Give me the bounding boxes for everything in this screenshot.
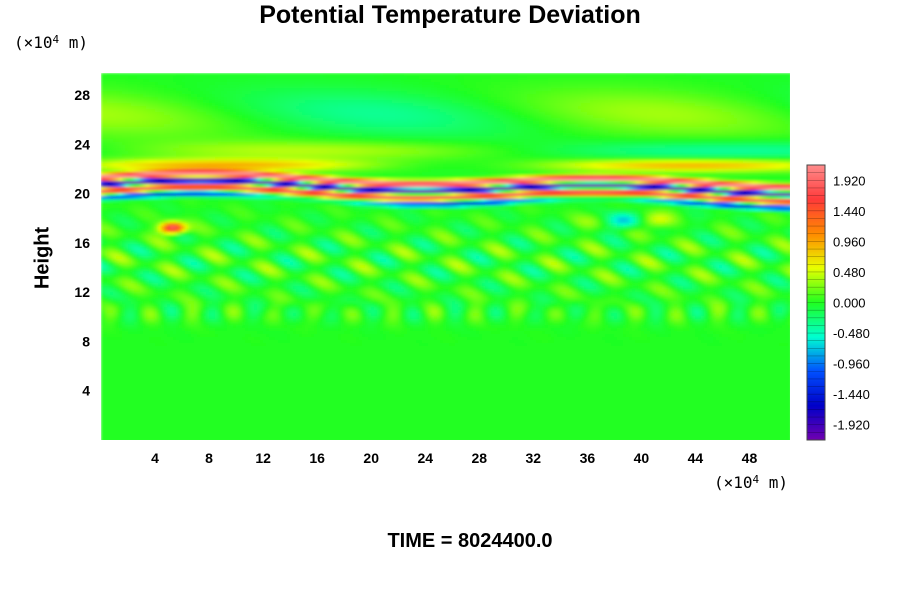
colorbar-tick-label: -1.440 xyxy=(833,387,870,402)
x-tick-label: 32 xyxy=(526,450,542,466)
x-tick-label: 44 xyxy=(688,450,704,466)
x-tick-label: 48 xyxy=(742,450,758,466)
chart-title: Potential Temperature Deviation xyxy=(0,0,900,30)
colorbar-tick-label: 1.440 xyxy=(833,204,866,219)
y-tick-label: 16 xyxy=(74,235,90,251)
x-tick-label: 12 xyxy=(255,450,271,466)
x-tick-label: 40 xyxy=(634,450,650,466)
y-tick-label: 4 xyxy=(82,383,90,399)
y-tick-label: 20 xyxy=(74,186,90,202)
y-tick-label: 28 xyxy=(74,87,90,103)
colorbar-frame xyxy=(806,164,826,441)
x-tick-label: 4 xyxy=(151,450,159,466)
colorbar: 1.920 1.440 0.960 0.480 0.000 -0.480 -0.960 -1.… xyxy=(806,164,870,441)
colorbar-tick-label: 0.960 xyxy=(833,234,866,249)
colorbar-tick-label: -0.960 xyxy=(833,357,870,372)
x-tick-label: 28 xyxy=(471,450,487,466)
y-axis-ticks: 4 8 12 16 20 24 28 xyxy=(74,87,90,399)
x-tick-label: 16 xyxy=(309,450,325,466)
x-tick-label: 20 xyxy=(363,450,379,466)
x-axis-ticks: 4 8 12 16 20 24 28 32 36 40 44 48 xyxy=(151,450,757,466)
colorbar-tick-label: 0.480 xyxy=(833,265,866,280)
y-tick-label: 12 xyxy=(74,284,90,300)
x-axis-unit: (×104 m) xyxy=(714,474,788,492)
x-tick-label: 36 xyxy=(580,450,596,466)
y-tick-label: 8 xyxy=(82,333,90,349)
colorbar-tick-label: -0.480 xyxy=(833,326,870,341)
heatmap-cells xyxy=(101,73,790,440)
y-axis-unit: (×104 m) xyxy=(14,34,88,52)
heatmap-plot-area xyxy=(101,73,790,440)
colorbar-tick-label: -1.920 xyxy=(833,418,870,433)
y-tick-label: 24 xyxy=(74,136,90,152)
colorbar-tick-label: 1.920 xyxy=(833,173,866,188)
colorbar-fill xyxy=(807,165,825,440)
x-tick-label: 24 xyxy=(417,450,433,466)
colorbar-tick-label: 0.000 xyxy=(833,296,866,311)
time-label: TIME = 8024400.0 xyxy=(0,530,900,553)
x-tick-label: 8 xyxy=(205,450,213,466)
